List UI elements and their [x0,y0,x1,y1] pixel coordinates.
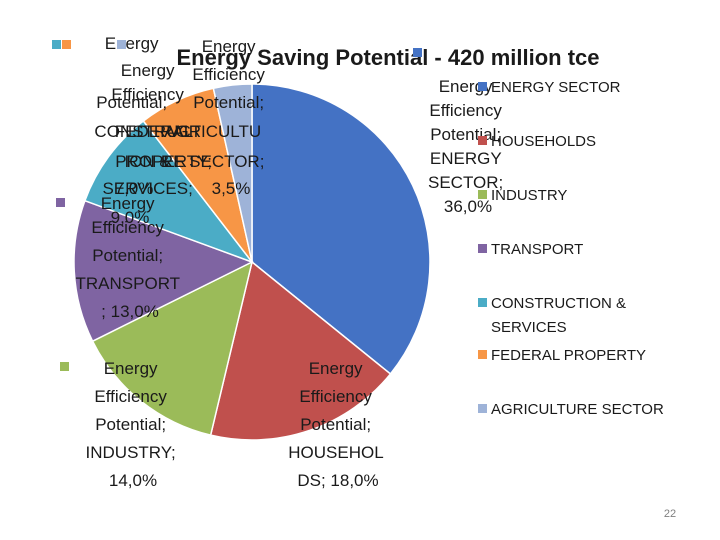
label-swatch-construction [62,40,71,49]
pie-slices [73,83,431,441]
chart-legend: ENERGY SECTOR HOUSEHOLDS INDUSTRY TRANSPORT… [478,79,664,418]
pie-slice-industry [91,260,254,437]
label-swatch-federal [52,40,61,49]
data-label-federal-property: Energy Potential; FEDERAL PROPERTY; 7,0% [96,34,217,198]
data-label-industry: Energy Efficiency Potential; INDUSTRY; 1… [86,359,181,490]
chart-title: Energy Saving Potential - 420 million tc… [176,45,599,70]
data-label-construction: Energy Efficiency CONSTRUCT ION & SERVIC… [94,61,205,227]
pie-slice-households [209,260,392,441]
legend-label-federal-property: FEDERAL PROPERTY [491,347,646,364]
legend-swatch-households [478,136,487,145]
legend-swatch-industry [478,190,487,199]
label-swatch-transport [56,198,65,207]
data-label-agriculture: Energy Efficiency Potential; AGRICULTU R… [161,37,270,198]
label-swatch-agri [117,40,126,49]
label-swatch-industry [60,362,69,371]
data-label-transport: Energy Efficiency Potential; TRANSPORT ;… [76,194,185,321]
legend-label-agriculture-sector: AGRICULTURE SECTOR [491,401,664,418]
legend-label-industry: INDUSTRY [491,187,567,204]
legend-swatch-energy-sector [478,82,487,91]
legend-label-construction-services: CONSTRUCTION & SERVICES [491,295,626,336]
pie-slice-transport [73,199,254,343]
legend-swatch-agriculture-sector [478,404,487,413]
legend-label-transport: TRANSPORT [491,241,583,258]
pie-slice-energy-sector [251,83,431,375]
legend-label-energy-sector: ENERGY SECTOR [491,79,621,96]
pie-slice-agriculture-sector [212,83,253,263]
legend-swatch-transport [478,244,487,253]
legend-label-households: HOUSEHOLDS [491,133,596,150]
pie-slice-construction-services [83,119,255,264]
legend-swatch-federal-property [478,350,487,359]
legend-swatch-construction-services [478,298,487,307]
data-label-households: Energy Efficiency Potential; HOUSEHOL DS… [288,359,388,490]
label-swatch-energy [413,48,422,57]
page-number: 22 [664,508,676,520]
